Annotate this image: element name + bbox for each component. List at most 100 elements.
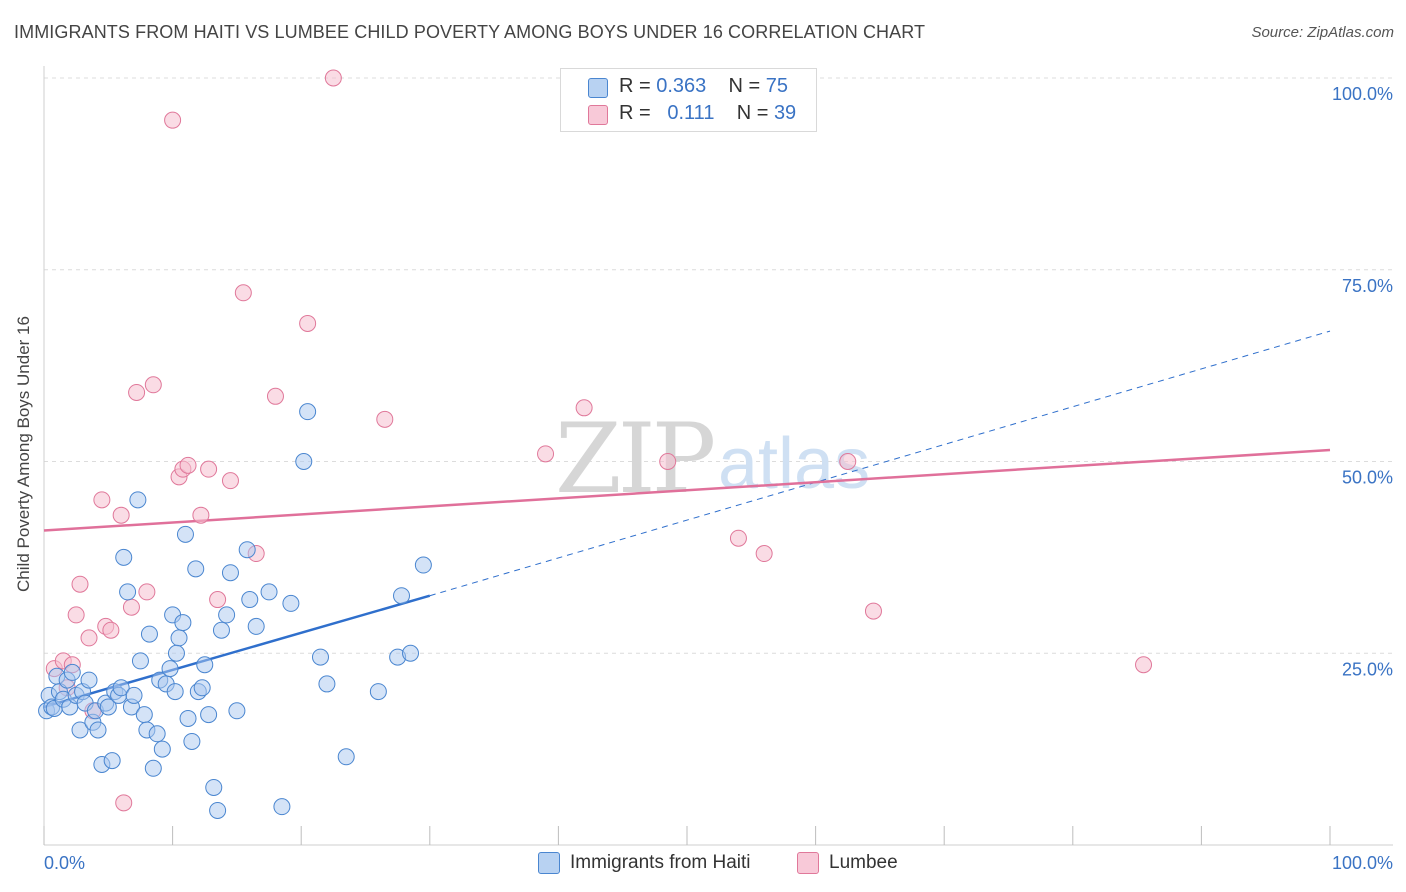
haiti-point <box>402 644 420 662</box>
trend-lines <box>43 330 1331 709</box>
haiti-point <box>221 564 239 582</box>
lumbee-point <box>1135 656 1153 674</box>
haiti-point <box>299 403 317 421</box>
lumbee-point <box>112 506 130 524</box>
lumbee-point <box>192 506 210 524</box>
stats-legend: R = 0.363 N = 75 R = 0.111 N = 39 <box>560 68 817 132</box>
legend-haiti-n: 75 <box>765 75 789 97</box>
haiti-point <box>153 740 171 758</box>
haiti-point <box>115 548 133 566</box>
haiti-point <box>119 583 137 601</box>
zipatlas-watermark: ZIP atlas <box>555 403 870 515</box>
haiti-point <box>135 706 153 724</box>
haiti-point <box>193 679 211 697</box>
lumbee-point <box>234 284 252 302</box>
y-tick-label: 50.0% <box>1342 468 1393 488</box>
haiti-point <box>200 706 218 724</box>
haiti-point <box>187 560 205 578</box>
haiti-point <box>228 702 246 720</box>
lumbee-point <box>164 111 182 129</box>
lumbee-point <box>299 314 317 332</box>
haiti-point <box>112 679 130 697</box>
haiti-point <box>318 675 336 693</box>
legend-n-label: N = <box>736 102 769 124</box>
legend-swatch-haiti <box>588 78 608 98</box>
haiti-point <box>369 683 387 701</box>
haiti-point <box>80 671 98 689</box>
lumbee-point <box>179 456 197 474</box>
lumbee-point <box>80 629 98 647</box>
legend-swatch-haiti <box>538 852 560 874</box>
haiti-point <box>196 656 214 674</box>
y-tick-label: 75.0% <box>1342 276 1393 296</box>
lumbee-point <box>324 69 342 87</box>
series-legend: Immigrants from Haiti Lumbee <box>0 850 1406 878</box>
lumbee-trend-line <box>43 448 1331 532</box>
haiti-point <box>183 732 201 750</box>
lumbee-point <box>575 399 593 417</box>
haiti-point <box>273 798 291 816</box>
lumbee-point <box>659 453 677 470</box>
haiti-point <box>218 606 236 624</box>
legend-label-haiti: Immigrants from Haiti <box>570 852 751 873</box>
data-points <box>38 69 1153 819</box>
lumbee-point <box>221 472 239 490</box>
legend-label-lumbee: Lumbee <box>829 852 898 873</box>
x-tick-label-min: 0.0% <box>44 853 85 873</box>
lumbee-point <box>138 583 156 601</box>
lumbee-point <box>200 460 218 478</box>
haiti-point <box>176 525 194 543</box>
legend-haiti-r: 0.363 <box>656 75 707 97</box>
haiti-point <box>414 556 432 574</box>
legend-r-label: R = <box>619 102 651 124</box>
tick-labels: 25.0% 50.0% 75.0% 100.0% 0.0% 100.0% <box>44 84 1393 873</box>
haiti-point <box>260 583 278 601</box>
haiti-point <box>238 541 256 559</box>
haiti-point <box>63 663 81 681</box>
haiti-point <box>140 625 158 643</box>
lumbee-point <box>102 621 120 639</box>
lumbee-point <box>755 545 773 563</box>
haiti-point <box>295 453 313 470</box>
chart-title: IMMIGRANTS FROM HAITI VS LUMBEE CHILD PO… <box>14 22 926 42</box>
lumbee-point <box>122 598 140 616</box>
haiti-point <box>89 721 107 739</box>
haiti-point <box>174 614 192 632</box>
lumbee-point <box>128 383 146 401</box>
lumbee-point <box>209 591 227 609</box>
haiti-point <box>161 660 179 678</box>
haiti-point <box>166 683 184 701</box>
haiti-point <box>205 778 223 796</box>
legend-r-label: R = <box>619 75 651 97</box>
source-credit: Source: ZipAtlas.com <box>1251 24 1394 41</box>
haiti-point <box>170 629 188 647</box>
lumbee-point <box>729 529 747 547</box>
lumbee-point <box>839 453 857 470</box>
legend-swatch-lumbee <box>797 852 819 874</box>
haiti-point <box>282 594 300 612</box>
haiti-point <box>148 725 166 743</box>
haiti-point <box>212 621 230 639</box>
haiti-trend-extension <box>429 330 1331 597</box>
haiti-point <box>241 591 259 609</box>
x-tick-label-max: 100.0% <box>1332 853 1393 873</box>
haiti-point <box>71 721 89 739</box>
haiti-point <box>393 587 411 605</box>
lumbee-point <box>93 491 111 509</box>
lumbee-point <box>71 575 89 593</box>
haiti-point <box>247 617 265 635</box>
lumbee-point <box>115 794 133 812</box>
legend-swatch-lumbee <box>588 105 608 125</box>
haiti-point <box>337 748 355 766</box>
haiti-point <box>144 759 162 777</box>
haiti-point <box>129 491 147 509</box>
legend-lumbee-n: 39 <box>773 102 797 124</box>
haiti-point <box>131 652 149 670</box>
haiti-point <box>179 709 197 727</box>
lumbee-point <box>67 606 85 624</box>
y-axis-label: Child Poverty Among Boys Under 16 <box>14 316 33 592</box>
lumbee-point <box>266 387 284 405</box>
haiti-point <box>167 644 185 662</box>
y-tick-label: 100.0% <box>1332 84 1393 104</box>
